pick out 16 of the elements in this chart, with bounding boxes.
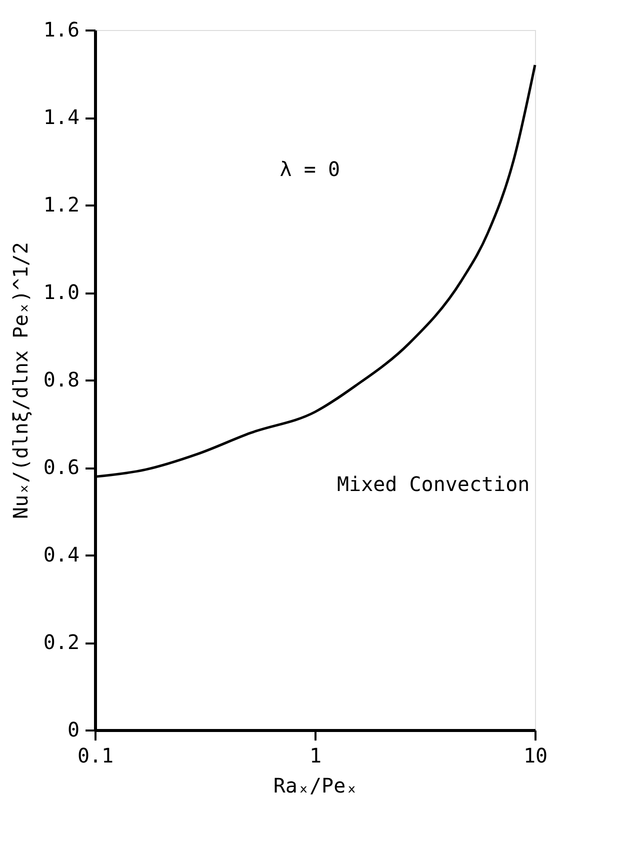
x-tick-label: 0.1 [77, 744, 114, 768]
y-axis-title: Nuₓ/(dlnξ/dlnx Peₓ)^1/2 [8, 242, 32, 519]
y-tick-label: 1.2 [43, 192, 80, 216]
annotation: λ = 0 [280, 157, 340, 181]
y-tick-label: 1.4 [43, 105, 80, 129]
x-tick-label: 1 [309, 744, 322, 768]
x-tick-label: 10 [523, 744, 548, 768]
x-axis-title: Raₓ/Peₓ [273, 774, 358, 798]
y-tick-label: 0.8 [43, 368, 80, 392]
y-tick-label: 0.4 [43, 542, 80, 566]
y-tick-label: 1.0 [43, 280, 80, 304]
y-tick-label: 1.6 [43, 18, 80, 42]
y-tick-label: 0 [67, 718, 80, 742]
annotation: Mixed Convection [337, 472, 530, 496]
y-tick-label: 0.2 [43, 630, 80, 654]
y-tick-label: 0.6 [43, 455, 80, 479]
